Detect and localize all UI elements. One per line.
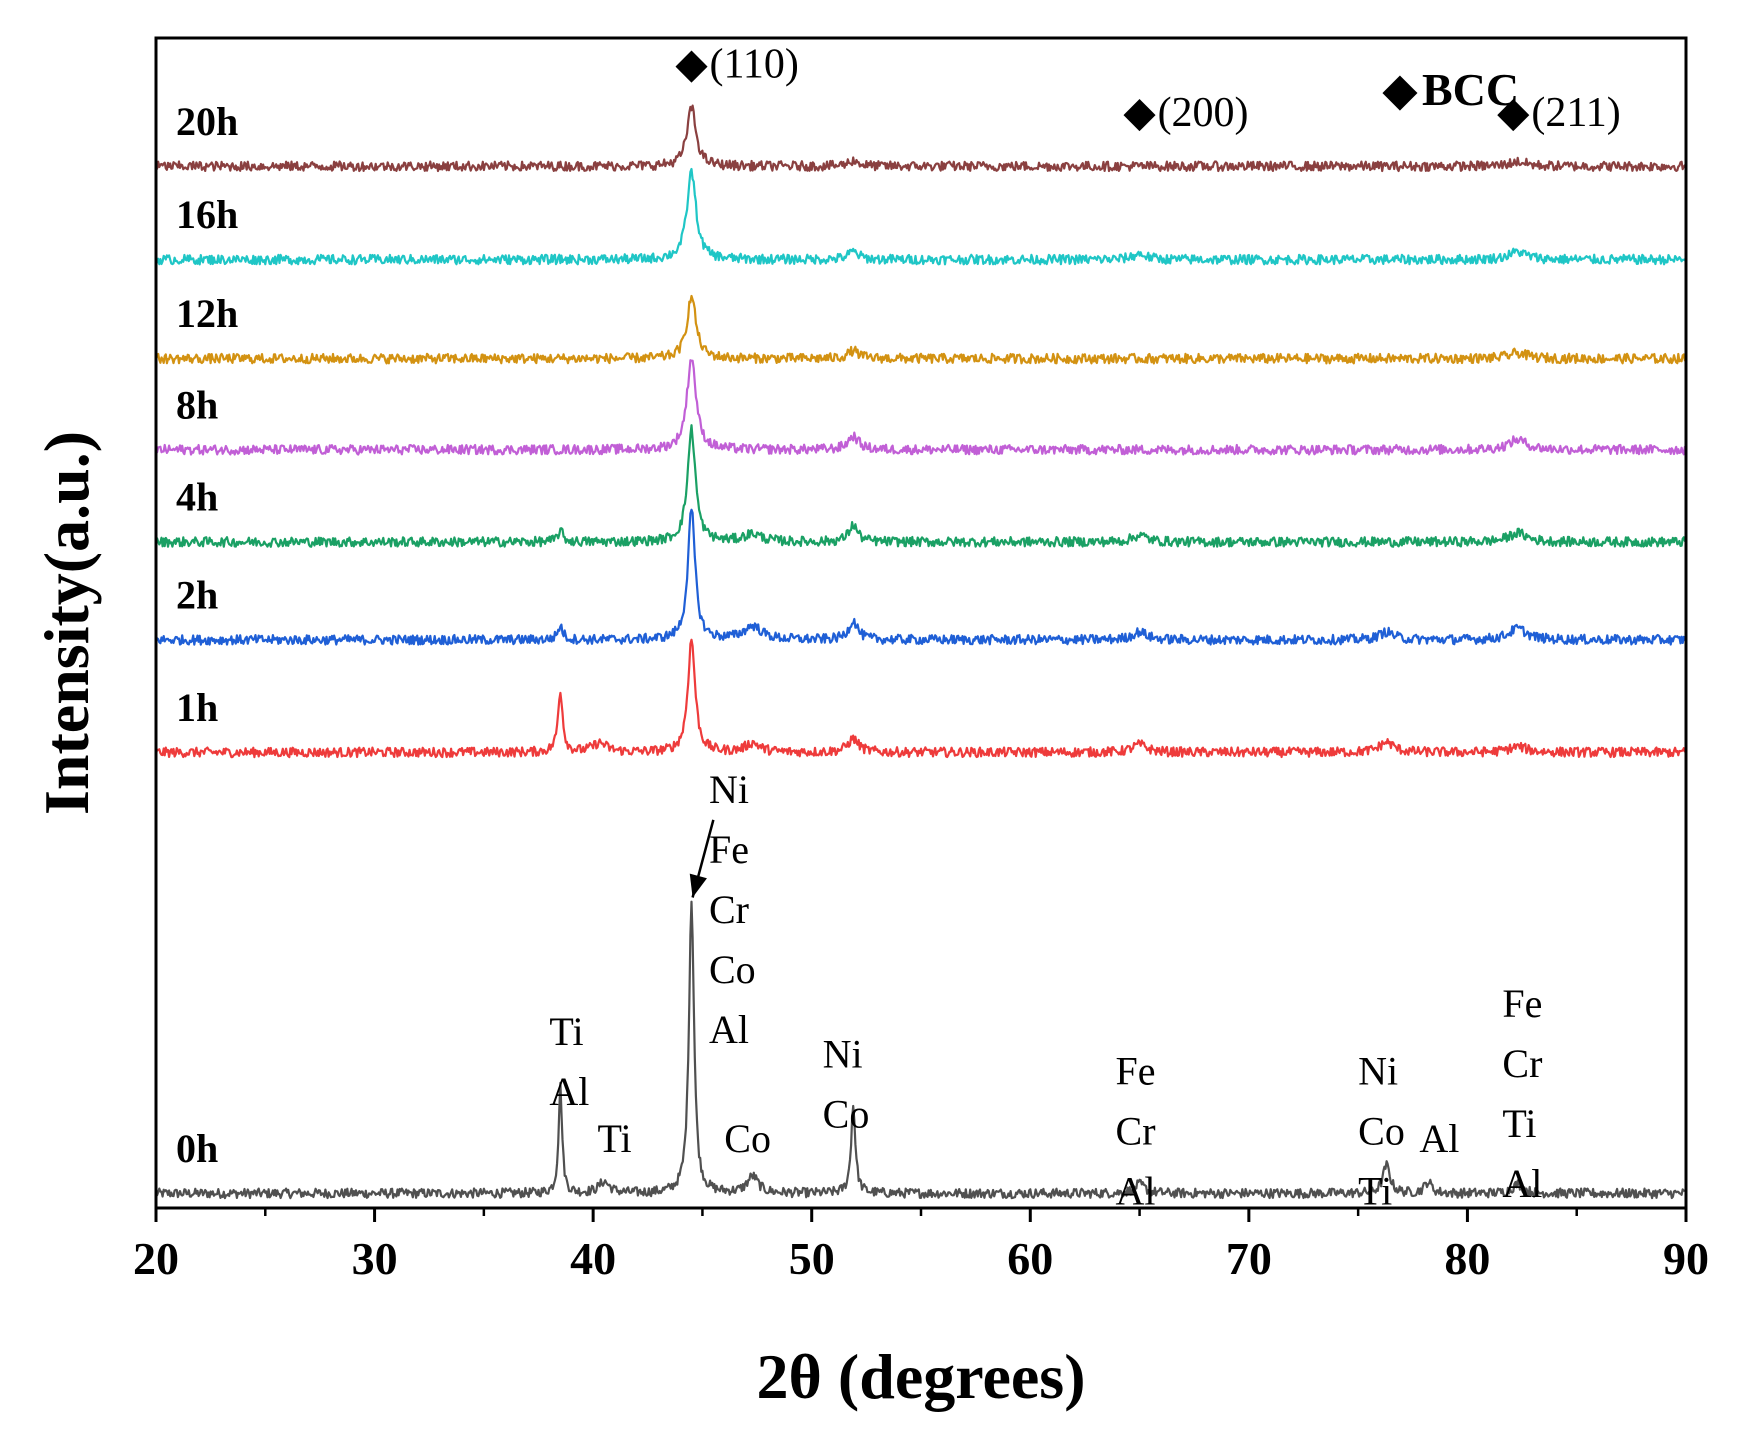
peak-element-label: Co — [724, 1116, 771, 1161]
peak-element-label: Al — [1419, 1116, 1459, 1161]
peak-element-label: Cr — [709, 887, 749, 932]
peak-element-label: Al — [549, 1069, 589, 1114]
legend-bcc-marker: ◆ — [1382, 64, 1418, 115]
x-axis-title: 2θ (degrees) — [757, 1341, 1086, 1412]
series-label-1h: 1h — [176, 685, 218, 730]
peak-element-label: Al — [709, 1007, 749, 1052]
series-line-20h — [154, 104, 1688, 173]
peak-element-label: Ni — [823, 1031, 863, 1076]
x-tick-label-50: 50 — [789, 1233, 835, 1284]
bcc-diamond-marker: ◆ — [1123, 90, 1156, 136]
x-tick-label-60: 60 — [1007, 1233, 1053, 1284]
series-label-0h: 0h — [176, 1126, 218, 1171]
peak-element-label: Fe — [709, 827, 749, 872]
x-tick-label-90: 90 — [1663, 1233, 1709, 1284]
bcc-peak-index: (211) — [1531, 90, 1620, 136]
series-line-0h — [154, 900, 1687, 1200]
series-label-20h: 20h — [176, 99, 238, 144]
x-tick-label-40: 40 — [570, 1233, 616, 1284]
series-line-2h — [155, 508, 1688, 646]
peak-element-label: Ti — [549, 1009, 583, 1054]
peak-arrow-head — [689, 873, 707, 898]
peak-element-label: Fe — [1116, 1048, 1156, 1093]
peak-element-label: Ti — [1358, 1168, 1392, 1213]
peak-element-label: Co — [823, 1091, 870, 1136]
bcc-peak-index: (110) — [710, 41, 799, 87]
peak-element-label: Co — [1358, 1108, 1405, 1153]
bcc-diamond-marker: ◆ — [1497, 90, 1530, 136]
x-tick-label-30: 30 — [352, 1233, 398, 1284]
y-axis-title: Intensity(a.u.) — [31, 431, 102, 815]
series-line-16h — [154, 167, 1688, 266]
series-label-8h: 8h — [176, 382, 218, 427]
peak-element-label: Ti — [1502, 1101, 1536, 1146]
peak-element-label: Ni — [709, 767, 749, 812]
series-label-16h: 16h — [176, 192, 238, 237]
series-line-8h — [154, 359, 1688, 456]
peak-element-label: Al — [1502, 1161, 1542, 1206]
peak-element-label: Ni — [1358, 1048, 1398, 1093]
series-label-12h: 12h — [176, 291, 238, 336]
plot-frame — [154, 36, 1688, 1210]
legend-bcc-label: BCC — [1422, 64, 1519, 115]
peak-element-label: Fe — [1502, 981, 1542, 1026]
series-label-2h: 2h — [176, 572, 218, 617]
x-tick-label-20: 20 — [133, 1233, 179, 1284]
bcc-diamond-marker: ◆ — [675, 41, 708, 87]
peak-element-label: Co — [709, 947, 756, 992]
x-tick-label-80: 80 — [1444, 1233, 1490, 1284]
series-line-12h — [154, 294, 1687, 365]
peak-element-label: Al — [1116, 1168, 1156, 1213]
peak-element-label: Ti — [598, 1116, 632, 1161]
series-line-4h — [154, 424, 1687, 548]
series-label-4h: 4h — [176, 475, 218, 520]
bcc-peak-index: (200) — [1158, 90, 1249, 136]
peak-element-label: Cr — [1502, 1041, 1542, 1086]
peak-element-label: Cr — [1116, 1108, 1156, 1153]
series-line-1h — [154, 638, 1687, 759]
x-tick-label-70: 70 — [1226, 1233, 1272, 1284]
